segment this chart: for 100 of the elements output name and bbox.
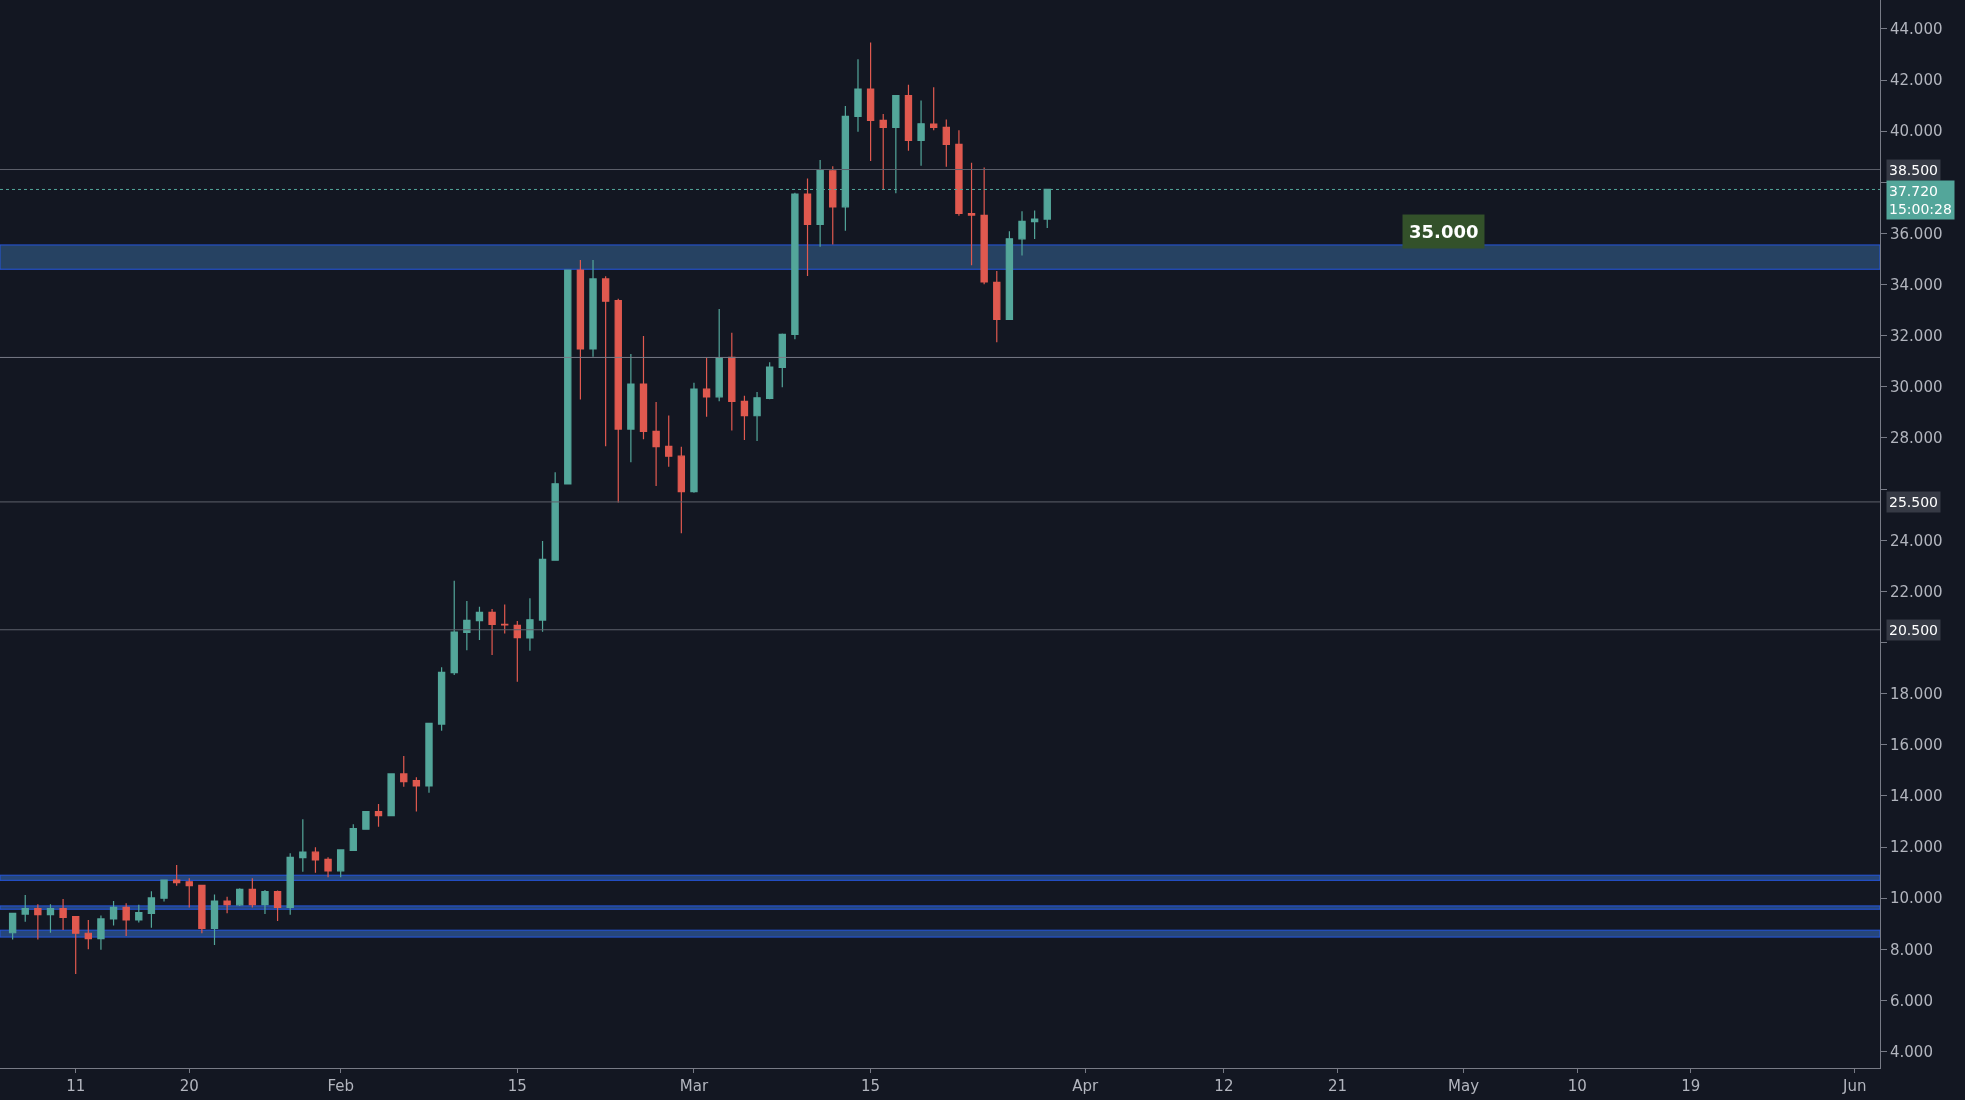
x-tick-label: 15 — [507, 1077, 527, 1095]
candlestick — [109, 900, 118, 927]
y-tick-label: 36.000 — [1890, 224, 1943, 243]
candlestick — [589, 259, 597, 358]
candlestick — [299, 818, 307, 873]
candlestick — [702, 357, 711, 418]
candlestick — [753, 391, 761, 442]
y-tick-label: 44.000 — [1890, 20, 1943, 39]
ref-line-label: 25.500 — [1889, 494, 1938, 510]
candlestick — [273, 889, 282, 922]
x-tick-label: 10 — [1567, 1077, 1587, 1095]
candlestick — [210, 893, 219, 946]
candlestick — [728, 332, 736, 432]
candlestick — [917, 99, 925, 167]
candlestick — [526, 597, 534, 652]
candlestick — [172, 864, 181, 887]
candlestick — [576, 259, 585, 400]
candlestick — [374, 803, 383, 828]
candlestick — [538, 540, 547, 633]
candlestick — [980, 166, 988, 285]
candlestick — [336, 848, 345, 878]
candlestick — [198, 884, 206, 934]
candlestick — [639, 335, 648, 440]
candlestick — [627, 353, 635, 463]
candlestick — [349, 823, 357, 852]
candlestick — [1005, 230, 1014, 321]
ref-line-label: 38.500 — [1889, 162, 1938, 178]
candlestick — [84, 919, 93, 950]
x-tick-label: Mar — [679, 1077, 709, 1095]
y-tick-label: 32.000 — [1890, 326, 1943, 345]
candlestick — [437, 666, 446, 732]
candlestick — [501, 603, 509, 635]
candlestick — [97, 915, 105, 951]
candlestick — [412, 776, 421, 813]
candlestick — [425, 722, 433, 794]
candlestick — [652, 401, 660, 487]
candlestick — [223, 896, 231, 914]
candlestick — [829, 165, 837, 246]
candlestick — [614, 298, 622, 504]
ref-line-label: 20.500 — [1889, 622, 1938, 638]
candlestick — [955, 129, 963, 217]
x-tick-label: 15 — [861, 1077, 881, 1095]
y-tick-label: 42.000 — [1890, 71, 1943, 90]
candlestick — [942, 118, 950, 168]
ref-line-label: 37.720 15:00:28 — [1889, 183, 1952, 218]
candlestick — [400, 755, 408, 788]
candlestick — [261, 889, 269, 915]
x-tick-label: 20 — [179, 1077, 199, 1095]
candlestick — [601, 275, 610, 447]
y-tick-label: 4.000 — [1890, 1042, 1933, 1061]
candlestick — [450, 580, 458, 676]
y-tick-label: 22.000 — [1890, 582, 1943, 601]
candlestick — [904, 84, 913, 152]
y-tick-label: 24.000 — [1890, 531, 1943, 550]
candlestick — [248, 877, 257, 909]
candlestick — [286, 852, 294, 916]
candlestick — [740, 395, 749, 441]
candlestick — [160, 879, 168, 903]
annotation: 35.000 — [1409, 221, 1479, 242]
candlestick — [765, 361, 774, 400]
candlestick — [993, 270, 1001, 343]
y-tick-label: 16.000 — [1890, 736, 1943, 755]
candlestick — [564, 269, 572, 485]
candlestick — [1030, 209, 1039, 240]
candlestick — [488, 608, 496, 656]
candlestick — [135, 904, 143, 924]
y-tick-label: 8.000 — [1890, 940, 1933, 959]
candlestick — [147, 890, 156, 929]
candlestick — [677, 446, 686, 534]
y-tick-label: 18.000 — [1890, 684, 1943, 703]
y-tick-label: 10.000 — [1890, 889, 1943, 908]
y-tick-label: 34.000 — [1890, 275, 1943, 294]
candlestick — [122, 902, 130, 937]
candlestick — [236, 887, 244, 907]
candlestick — [185, 877, 193, 909]
candlestick — [513, 620, 522, 683]
candlestick — [362, 810, 370, 830]
candlestick — [866, 41, 875, 162]
y-tick-label: 40.000 — [1890, 122, 1943, 141]
candlestick — [21, 894, 29, 923]
x-tick-label: 19 — [1681, 1077, 1701, 1095]
candlestick — [311, 846, 320, 874]
candlestick — [387, 773, 395, 817]
candlestick — [324, 856, 332, 878]
candlestick — [1018, 210, 1026, 257]
candlestick — [930, 86, 938, 131]
x-tick-label: May — [1448, 1077, 1480, 1095]
candlestick — [34, 903, 42, 940]
candlestick — [8, 912, 17, 940]
y-tick-label: 28.000 — [1890, 429, 1943, 448]
candlestick — [463, 600, 471, 651]
x-tick-label: 21 — [1327, 1077, 1347, 1095]
x-tick-label: 11 — [66, 1077, 86, 1095]
y-tick-label: 14.000 — [1890, 787, 1943, 806]
candlestick — [778, 332, 786, 388]
candlestick — [967, 162, 976, 266]
candlestick — [72, 915, 80, 975]
y-tick-label: 30.000 — [1890, 378, 1943, 397]
candlestick — [803, 177, 812, 277]
candlestick — [665, 414, 673, 468]
